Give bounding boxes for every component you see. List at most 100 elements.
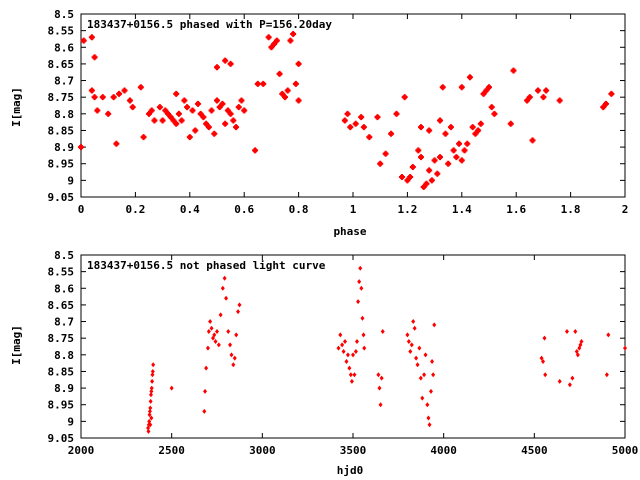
data-point [234, 332, 239, 338]
data-point [543, 372, 548, 378]
data-point [222, 275, 227, 281]
data-point-core [603, 101, 608, 106]
data-point [148, 405, 153, 411]
y-tick-label: 9.05 [48, 432, 75, 445]
data-point [149, 385, 154, 391]
data-point-core [92, 55, 97, 60]
data-point-core [223, 58, 228, 63]
data-point [420, 395, 425, 401]
data-point-core [171, 118, 176, 123]
y-tick-label: 8.7 [54, 75, 74, 88]
x-tick-label: 1.6 [506, 203, 526, 216]
data-point [348, 372, 353, 378]
data-point-core [435, 171, 440, 176]
x-tick-label: 5000 [612, 444, 639, 457]
data-point [409, 342, 414, 348]
data-point-core [378, 161, 383, 166]
data-point [226, 329, 231, 335]
data-point [146, 428, 151, 434]
data-point-core [201, 115, 206, 120]
data-point-core [106, 111, 111, 116]
data-point-core [236, 105, 241, 110]
y-tick-label: 8.9 [54, 382, 74, 395]
data-point [428, 388, 433, 394]
data-point-core [375, 115, 380, 120]
data-point-core [217, 105, 222, 110]
data-point-core [95, 108, 100, 113]
data-point [212, 332, 217, 338]
y-tick-label: 8.95 [48, 399, 75, 412]
data-point-core [476, 128, 481, 133]
data-point-core [440, 85, 445, 90]
data-point-core [438, 155, 443, 160]
data-point-core [296, 61, 301, 66]
data-point-core [228, 61, 233, 66]
data-point-core [176, 111, 181, 116]
data-point-core [114, 141, 119, 146]
data-point [430, 358, 435, 364]
data-point [358, 265, 363, 271]
data-point [417, 345, 422, 351]
data-point-core [231, 118, 236, 123]
data-point [376, 372, 381, 378]
data-point [340, 342, 345, 348]
y-tick-label: 8.65 [48, 58, 75, 71]
data-point [149, 388, 154, 394]
data-point-core [443, 131, 448, 136]
data-point [341, 348, 346, 354]
data-point [423, 352, 428, 358]
data-point-core [467, 75, 472, 80]
x-tick-label: 2000 [68, 444, 95, 457]
data-point [147, 412, 152, 418]
data-point [169, 385, 174, 391]
data-point-core [185, 105, 190, 110]
data-point-core [511, 68, 516, 73]
data-point-core [168, 115, 173, 120]
data-point [231, 362, 236, 368]
data-point [422, 372, 427, 378]
x-tick-label: 1 [350, 203, 357, 216]
data-point-core [527, 95, 532, 100]
y-tick-label: 8.55 [48, 25, 75, 38]
x-tick-label: 2500 [158, 444, 185, 457]
x-tick-label: 3500 [340, 444, 367, 457]
data-point [344, 358, 349, 364]
plot-frame [80, 13, 626, 198]
data-point-core [342, 118, 347, 123]
data-point-core [274, 38, 279, 43]
y-tick-label: 8.7 [54, 316, 74, 329]
data-point [336, 345, 341, 351]
data-point-core [448, 125, 453, 130]
data-point [224, 295, 229, 301]
data-point [352, 372, 357, 378]
data-point-core [541, 95, 546, 100]
y-tick-label: 8.8 [54, 349, 74, 362]
data-point-core [481, 91, 486, 96]
data-point [213, 339, 218, 345]
data-point [151, 362, 156, 368]
data-point [204, 365, 209, 371]
data-point-core [405, 178, 410, 183]
data-point-core [348, 125, 353, 130]
data-point-core [419, 125, 423, 130]
data-point [206, 329, 211, 335]
y-tick-label: 8.9 [54, 141, 74, 154]
data-point [427, 422, 432, 428]
data-point [147, 408, 152, 414]
data-point-core [427, 128, 432, 133]
x-axis-label: phase [333, 225, 366, 238]
data-point-core [557, 98, 562, 103]
data-point [237, 302, 242, 308]
data-point-core [81, 38, 86, 43]
data-point [205, 345, 210, 351]
data-point [415, 362, 420, 368]
data-point-core [261, 81, 266, 86]
data-point-core [451, 148, 456, 153]
y-tick-label: 9 [67, 174, 74, 187]
data-point-core [280, 91, 285, 96]
y-tick-label: 8.65 [48, 299, 75, 312]
data-point-core [446, 161, 451, 166]
data-point [343, 339, 348, 345]
data-point [357, 279, 362, 285]
y-tick-label: 8.75 [48, 91, 75, 104]
